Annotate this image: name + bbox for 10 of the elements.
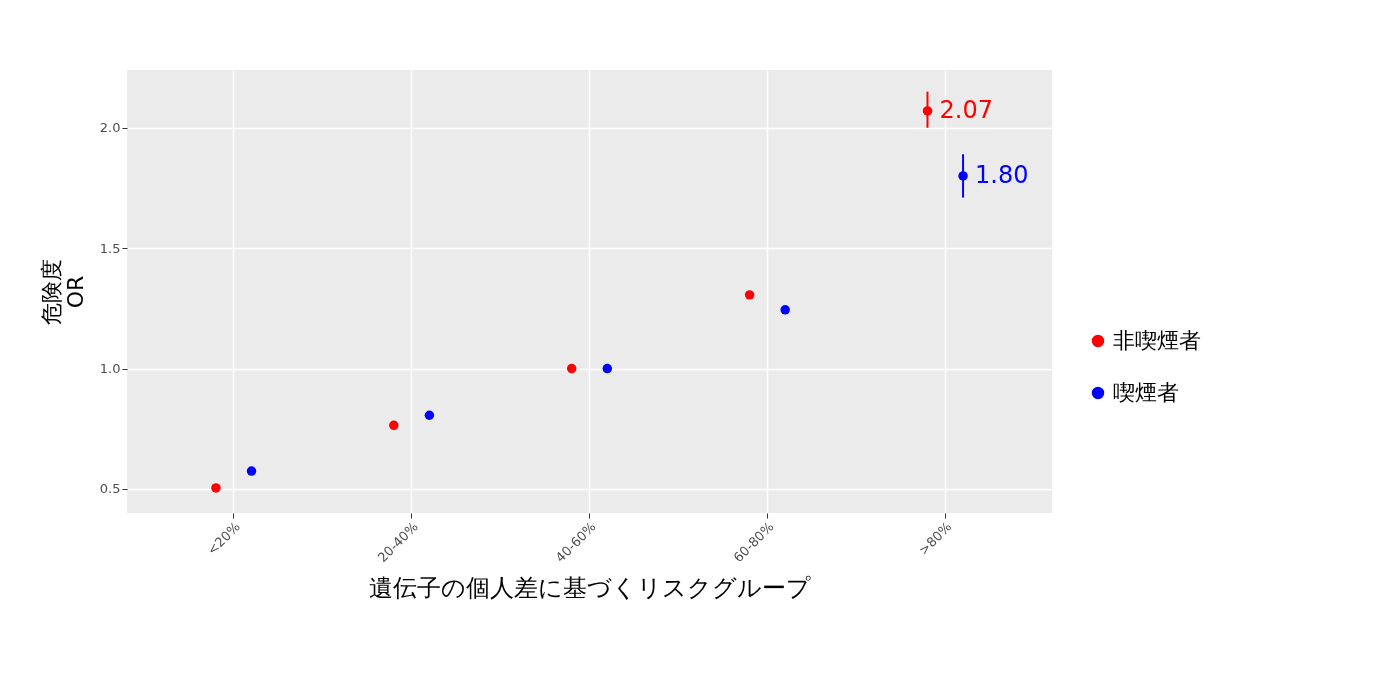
x-axis-title: 遺伝子の個人差に基づくリスクグループ	[369, 574, 811, 603]
legend-label: 非喫煙者	[1113, 328, 1201, 353]
data-label: 1.80	[975, 160, 1029, 189]
y-tick-label: 1.5	[99, 240, 121, 256]
y-tick-label: 0.5	[99, 481, 121, 497]
y-tick-label: 2.0	[99, 120, 121, 136]
y-axis-title: 危険度 OR	[38, 259, 88, 325]
data-label: 2.07	[939, 95, 993, 124]
y-tick-label: 1.0	[99, 361, 121, 377]
legend-label: 喫煙者	[1113, 380, 1179, 405]
